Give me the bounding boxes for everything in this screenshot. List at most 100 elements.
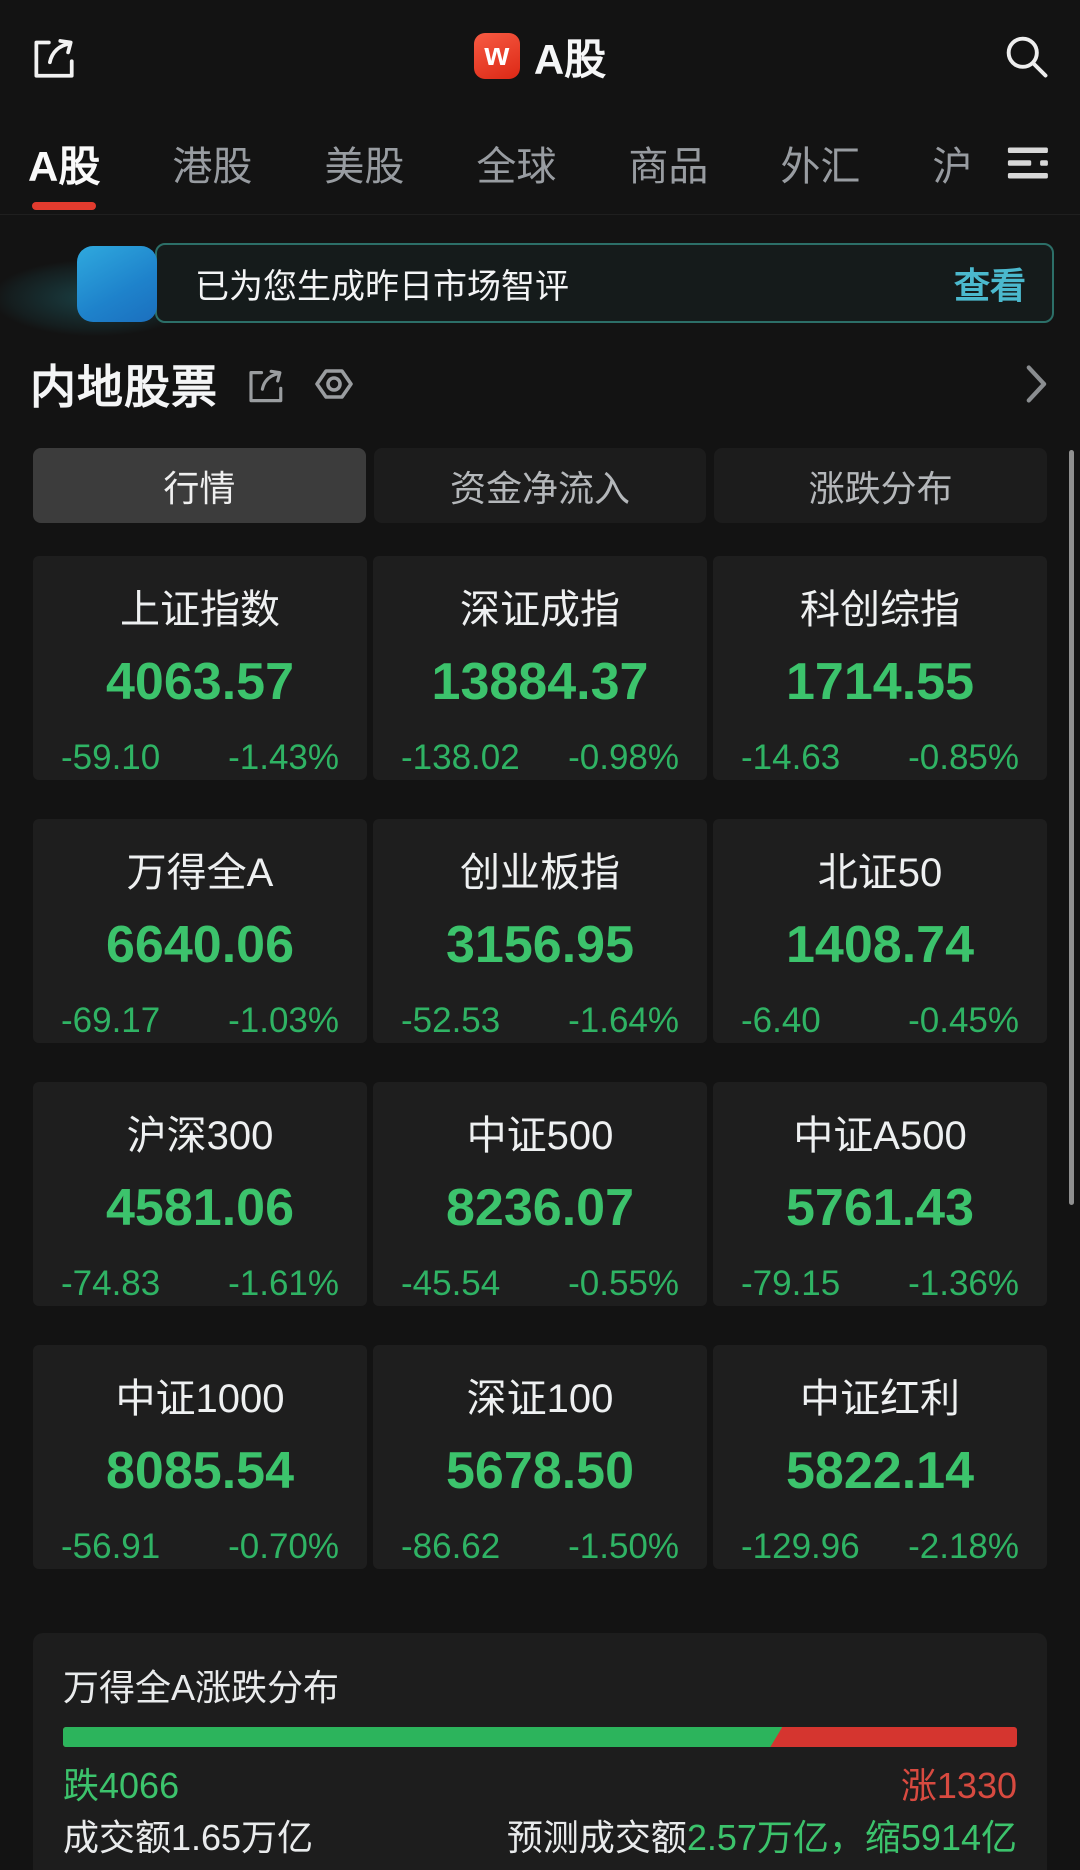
share-icon[interactable] [28,30,78,82]
tab-0[interactable]: A股 [28,133,100,194]
index-change: -52.53 [401,1001,501,1040]
index-change-row: -14.63 -0.85% [713,738,1047,778]
index-change-pct: -0.55% [568,1264,679,1303]
distribution-bar-green [63,1727,782,1747]
index-change: -74.83 [61,1264,161,1303]
index-name: 中证A500 [793,1114,967,1158]
wind-logo: w [473,33,520,79]
index-change-pct: -1.64% [568,1001,679,1040]
index-change-pct: -0.98% [568,738,679,777]
index-name: 中证500 [466,1114,614,1158]
index-change: -45.54 [401,1264,501,1303]
index-name: 中证1000 [115,1377,285,1421]
index-card[interactable]: 万得全A 6640.06 -69.17 -1.03% [33,819,367,1043]
section-share-icon[interactable] [244,362,286,406]
index-name: 沪深300 [126,1114,274,1158]
distribution-bar [63,1727,1017,1747]
forecast-turnover: 预测成交额2.57万亿，缩5914亿 [507,1817,1017,1859]
index-name: 中证红利 [800,1377,960,1421]
index-change-pct: -1.03% [228,1001,339,1040]
index-name: 创业板指 [460,851,620,895]
index-change-row: -79.15 -1.36% [713,1264,1047,1304]
index-value: 5678.50 [446,1442,634,1500]
index-change: -79.15 [741,1264,841,1303]
index-card[interactable]: 深证100 5678.50 -86.62 -1.50% [373,1345,707,1569]
section-header: 内地股票 [0,345,1080,423]
index-change-row: -59.10 -1.43% [33,738,367,778]
index-change-pct: -1.36% [908,1264,1019,1303]
tab-5[interactable]: 外汇 [780,145,861,189]
banner-message: 已为您生成昨日市场智评 [195,267,569,306]
index-card[interactable]: 中证红利 5822.14 -129.96 -2.18% [713,1345,1047,1569]
index-change: -59.10 [61,738,161,777]
section-settings-icon[interactable] [312,362,356,406]
tab-2[interactable]: 美股 [324,145,405,189]
index-card[interactable]: 科创综指 1714.55 -14.63 -0.85% [713,556,1047,780]
index-card[interactable]: 深证成指 13884.37 -138.02 -0.98% [373,556,707,780]
header-title-group: w A股 [148,26,932,87]
turnover-row: 成交额1.65万亿 预测成交额2.57万亿，缩5914亿 [63,1817,1017,1859]
index-change-row: -129.96 -2.18% [713,1527,1047,1567]
index-card[interactable]: 北证50 1408.74 -6.40 -0.45% [713,819,1047,1043]
index-card[interactable]: 中证A500 5761.43 -79.15 -1.36% [713,1082,1047,1306]
index-change: -86.62 [401,1527,501,1566]
index-value: 13884.37 [431,653,649,711]
tab-3[interactable]: 全球 [476,145,557,189]
subtab-2[interactable]: 涨跌分布 [714,448,1048,523]
index-value: 5761.43 [786,1179,974,1237]
index-name: 深证成指 [460,588,620,632]
index-change-row: -45.54 -0.55% [373,1264,707,1304]
index-change-pct: -1.50% [568,1527,679,1566]
index-value: 4581.06 [106,1179,294,1237]
index-value: 4063.57 [106,653,294,711]
section-chevron-right-icon[interactable] [1024,364,1050,404]
section-title: 内地股票 [30,361,218,413]
index-value: 5822.14 [786,1442,974,1500]
tab-1[interactable]: 港股 [172,145,253,189]
index-change-pct: -1.61% [228,1264,339,1303]
index-change-pct: -1.43% [228,738,339,777]
index-card[interactable]: 创业板指 3156.95 -52.53 -1.64% [373,819,707,1043]
tab-list-menu-icon[interactable] [1006,143,1052,183]
tab-6[interactable]: 沪 [932,145,973,189]
forecast-value: 2.57万亿，缩5914亿 [686,1817,1017,1858]
index-change-row: -74.83 -1.61% [33,1264,367,1304]
index-change-row: -6.40 -0.45% [713,1001,1047,1041]
index-change-row: -138.02 -0.98% [373,738,707,778]
page-title: A股 [533,35,607,83]
distribution-panel: 万得全A涨跌分布 跌4066 涨1330 成交额1.65万亿 预测成交额2.57… [33,1633,1047,1870]
index-card[interactable]: 中证1000 8085.54 -56.91 -0.70% [33,1345,367,1569]
index-grid: 上证指数 4063.57 -59.10 -1.43% 深证成指 13884.37… [33,556,1047,1569]
index-change: -56.91 [61,1527,161,1566]
index-card[interactable]: 中证500 8236.07 -45.54 -0.55% [373,1082,707,1306]
index-change: -69.17 [61,1001,161,1040]
banner-view-link[interactable]: 查看 [953,265,1026,306]
tab-4[interactable]: 商品 [628,145,709,189]
index-value: 8236.07 [446,1179,634,1237]
subtab-1[interactable]: 资金净流入 [373,448,707,523]
smart-review-banner[interactable]: 已为您生成昨日市场智评 查看 [0,215,1080,345]
banner-ai-chip [77,246,157,322]
index-change: -14.63 [741,738,841,777]
subtab-0[interactable]: 行情 [33,448,366,523]
view-subtabs: 行情 资金净流入 涨跌分布 [33,448,1048,523]
search-icon[interactable] [1000,30,1052,82]
index-value: 3156.95 [446,916,634,974]
tabbar-tabs: A股 港股 美股 全球 商品 外汇 沪 [28,133,972,194]
index-change: -6.40 [741,1001,821,1040]
scrollbar-thumb[interactable] [1069,450,1074,1205]
index-change-pct: -0.85% [908,738,1019,777]
index-change-pct: -2.18% [908,1527,1019,1566]
index-change: -138.02 [401,738,520,777]
index-change-row: -52.53 -1.64% [373,1001,707,1041]
index-name: 科创综指 [800,588,960,632]
index-card[interactable]: 沪深300 4581.06 -74.83 -1.61% [33,1082,367,1306]
index-change-pct: -0.45% [908,1001,1019,1040]
index-name: 万得全A [126,851,274,895]
distribution-labels: 跌4066 涨1330 [63,1765,1017,1807]
index-name: 北证50 [817,851,943,895]
index-change-row: -56.91 -0.70% [33,1527,367,1567]
index-card[interactable]: 上证指数 4063.57 -59.10 -1.43% [33,556,367,780]
banner-box[interactable]: 已为您生成昨日市场智评 查看 [155,243,1054,323]
